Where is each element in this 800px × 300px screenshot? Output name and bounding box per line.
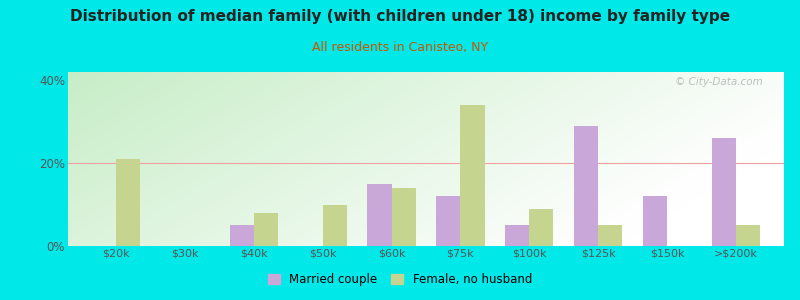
Text: Distribution of median family (with children under 18) income by family type: Distribution of median family (with chil… [70,9,730,24]
Text: © City-Data.com: © City-Data.com [674,77,762,87]
Bar [736,225,760,246]
Bar [230,225,254,246]
Bar [461,105,485,246]
Bar [391,188,416,246]
Bar [367,184,391,246]
Bar [643,196,667,246]
Bar [712,138,736,246]
Bar [598,225,622,246]
Bar [254,213,278,246]
Bar [436,196,461,246]
Bar [530,209,554,246]
Bar [574,126,598,246]
Bar [116,159,140,246]
Bar [505,225,530,246]
Text: All residents in Canisteo, NY: All residents in Canisteo, NY [312,40,488,53]
Legend: Married couple, Female, no husband: Married couple, Female, no husband [263,269,537,291]
Bar [322,205,347,246]
